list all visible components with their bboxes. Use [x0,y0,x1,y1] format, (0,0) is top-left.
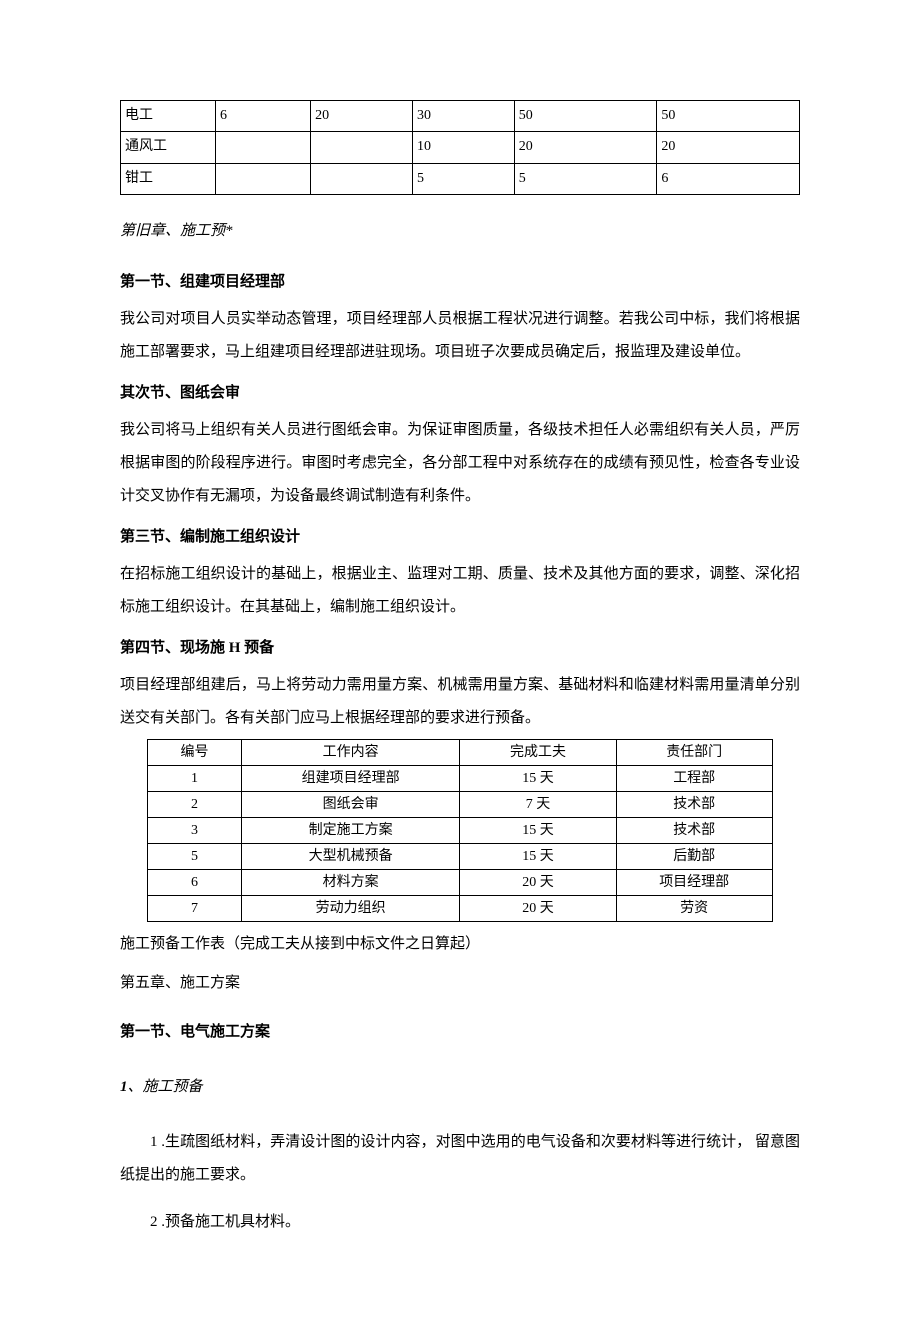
section5-1-heading: 第一节、电气施工方案 [120,1016,800,1049]
table-header-row: 编号工作内容完成工夫责任部门 [148,740,773,766]
table-cell: 1 [148,766,242,792]
table-cell: 大型机械预备 [241,844,460,870]
table-cell: 劳资 [616,896,772,922]
table-cell: 20 天 [460,870,616,896]
table-cell: 项目经理部 [616,870,772,896]
list-item: 1 .生疏图纸材料，弄清设计图的设计内容，对图中选用的电气设备和次要材料等进行统… [120,1126,800,1192]
table-header-cell: 完成工夫 [460,740,616,766]
prep-work-table: 编号工作内容完成工夫责任部门1组建项目经理部15 天工程部2图纸会审7 天技术部… [147,739,773,922]
table-cell: 5 [514,163,657,194]
table-cell: 钳工 [121,163,216,194]
table-cell: 材料方案 [241,870,460,896]
table-cell: 电工 [121,101,216,132]
section1-body: 我公司对项目人员实举动态管理，项目经理部人员根据工程状况进行调整。若我公司中标，… [120,303,800,369]
table-cell: 20 [311,101,413,132]
table-cell: 2 [148,792,242,818]
table-cell: 15 天 [460,844,616,870]
section4-body: 项目经理部组建后，马上将劳动力需用量方案、机械需用量方案、基础材料和临建材料需用… [120,669,800,735]
workers-table: 电工620305050通风工102020钳工556 [120,100,800,195]
table-header-cell: 工作内容 [241,740,460,766]
list-item: 2 .预备施工机具材料。 [120,1206,800,1239]
table-header-cell: 编号 [148,740,242,766]
table-cell [311,163,413,194]
table-cell: 6 [216,101,311,132]
table-cell: 工程部 [616,766,772,792]
table-cell: 通风工 [121,132,216,163]
table-row: 通风工102020 [121,132,800,163]
table-header-cell: 责任部门 [616,740,772,766]
table-cell [216,132,311,163]
table-row: 7劳动力组织20 天劳资 [148,896,773,922]
table-cell: 10 [412,132,514,163]
table-cell: 技术部 [616,818,772,844]
table-row: 3制定施工方案15 天技术部 [148,818,773,844]
table-cell: 50 [657,101,800,132]
table2-caption: 施工预备工作表（完成工夫从接到中标文件之日算起） [120,928,800,961]
table-row: 2图纸会审7 天技术部 [148,792,773,818]
table-row: 5大型机械预备15 天后勤部 [148,844,773,870]
table-cell [216,163,311,194]
table-cell: 15 天 [460,818,616,844]
table-cell: 劳动力组织 [241,896,460,922]
table-cell: 50 [514,101,657,132]
section4-heading: 第四节、现场施 H 预备 [120,632,800,665]
section3-body: 在招标施工组织设计的基础上，根据业主、监理对工期、质量、技术及其他方面的要求，调… [120,558,800,624]
table-cell: 6 [148,870,242,896]
table-row: 电工620305050 [121,101,800,132]
table-cell: 6 [657,163,800,194]
table-row: 钳工556 [121,163,800,194]
section1-heading: 第一节、组建项目经理部 [120,266,800,299]
table-cell: 5 [148,844,242,870]
table-cell: 图纸会审 [241,792,460,818]
chapter-old-heading: 第旧章、施工预* [120,215,800,248]
table-cell: 15 天 [460,766,616,792]
sub1-heading: 1、施工预备 [120,1071,800,1104]
table-cell: 7 [148,896,242,922]
table-cell: 30 [412,101,514,132]
table-row: 6材料方案20 天项目经理部 [148,870,773,896]
table-cell [311,132,413,163]
table-cell: 20 天 [460,896,616,922]
sub1-label: 、施工预备 [128,1079,203,1095]
table-cell: 3 [148,818,242,844]
section2-heading: 其次节、图纸会审 [120,377,800,410]
section3-heading: 第三节、编制施工组织设计 [120,521,800,554]
table-cell: 20 [657,132,800,163]
table-row: 1组建项目经理部15 天工程部 [148,766,773,792]
table-cell: 组建项目经理部 [241,766,460,792]
section2-body: 我公司将马上组织有关人员进行图纸会审。为保证审图质量，各级技术担任人必需组织有关… [120,414,800,513]
table-cell: 技术部 [616,792,772,818]
table-cell: 7 天 [460,792,616,818]
table-cell: 5 [412,163,514,194]
table-cell: 制定施工方案 [241,818,460,844]
table-cell: 20 [514,132,657,163]
table-cell: 后勤部 [616,844,772,870]
chapter5-heading: 第五章、施工方案 [120,967,800,1000]
sub1-num: 1 [120,1079,128,1095]
